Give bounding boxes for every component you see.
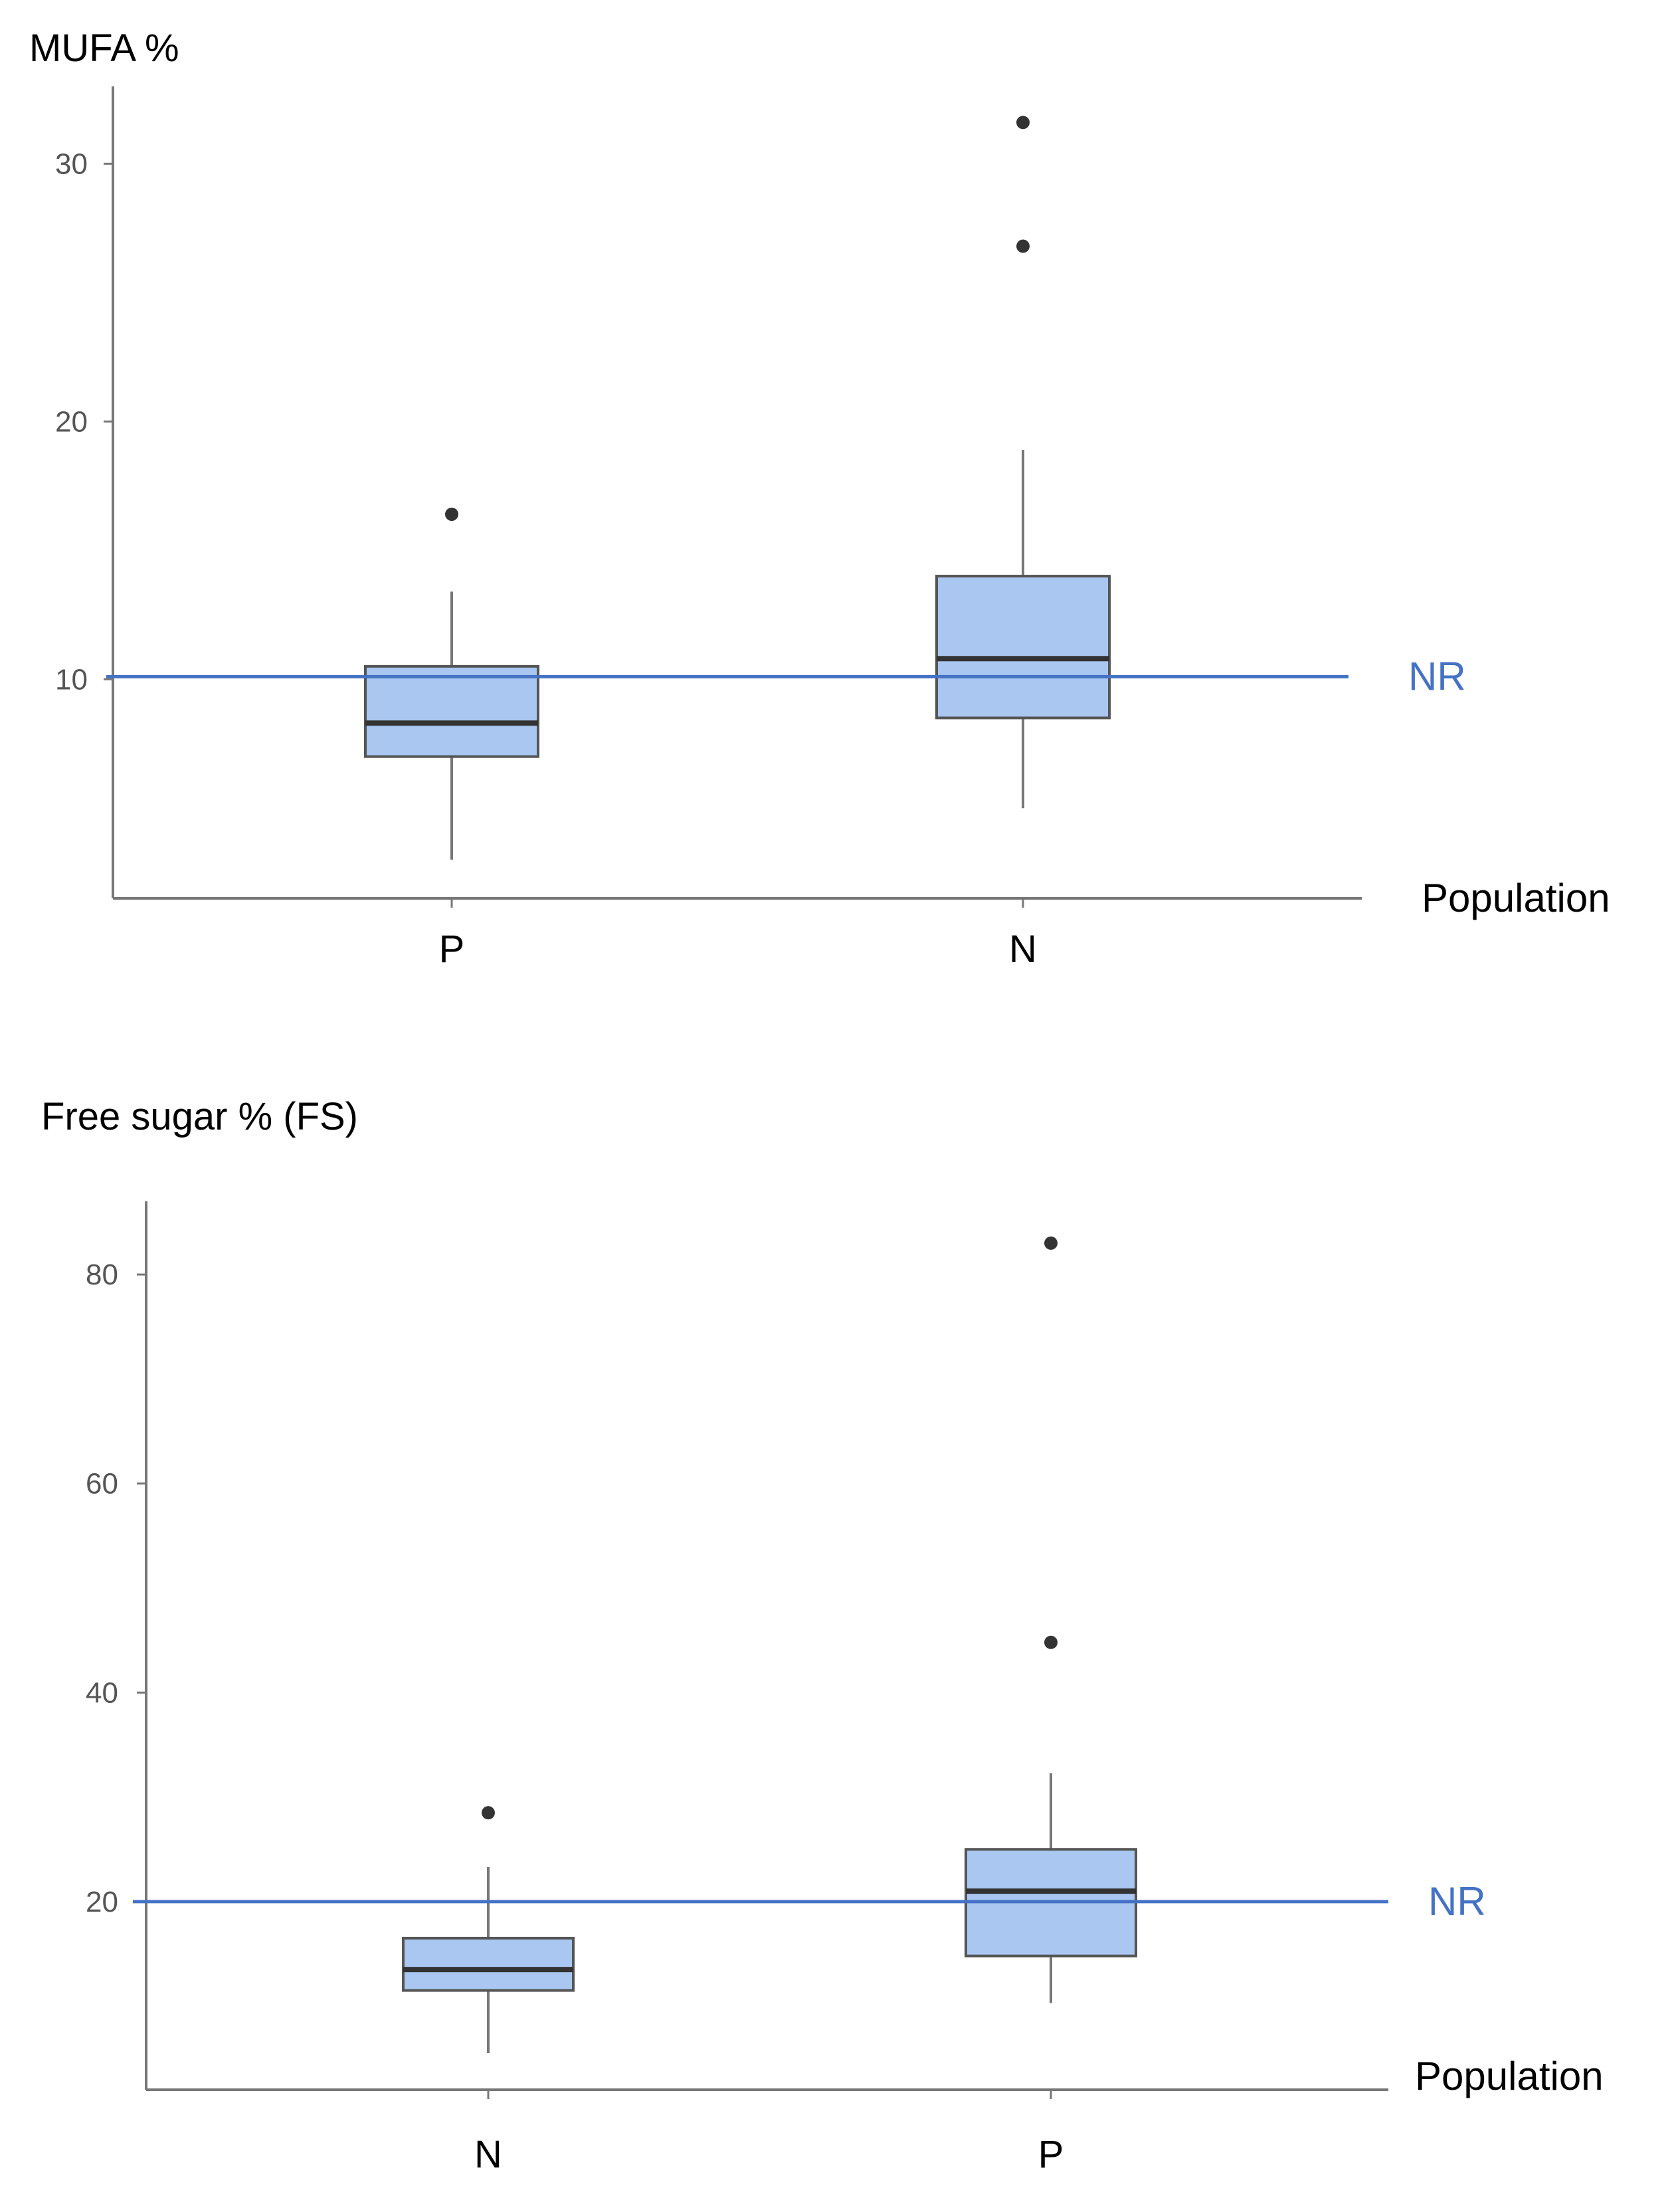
y-tick-label: 10	[55, 663, 88, 696]
reference-line-label: NR	[1428, 1879, 1486, 1924]
y-tick-label: 20	[86, 1886, 118, 1918]
y-tick-label: 20	[55, 405, 88, 438]
x-tick-label: P	[439, 928, 465, 971]
outlier-point	[482, 1806, 495, 1820]
y-tick-label: 40	[86, 1676, 118, 1709]
chart-free-sugar: Free sugar % (FS) 20 40 60 80 N P NR Population	[41, 1095, 1604, 2176]
outlier-point	[1044, 1635, 1058, 1649]
reference-line-label: NR	[1408, 654, 1466, 698]
outlier-point	[1016, 239, 1030, 253]
outlier-point	[445, 507, 458, 521]
outlier-point	[1016, 116, 1030, 130]
outlier-point	[1044, 1236, 1058, 1250]
box-iqr	[402, 1936, 575, 1992]
y-tick-label: 80	[86, 1258, 118, 1291]
y-tick-label: 60	[86, 1468, 118, 1500]
chart-title: MUFA %	[29, 27, 179, 70]
x-axis-label: Population	[1422, 876, 1610, 920]
box-iqr	[935, 575, 1111, 720]
x-axis-label: Population	[1415, 2054, 1604, 2098]
x-tick-label: P	[1038, 2133, 1064, 2176]
x-tick-label: N	[474, 2133, 502, 2176]
y-tick-label: 30	[55, 148, 88, 180]
chart-mufa: MUFA % 10 20 30 P N NR Population	[29, 27, 1610, 971]
x-tick-label: N	[1009, 928, 1037, 971]
chart-title: Free sugar % (FS)	[41, 1095, 358, 1138]
box-iqr	[364, 664, 539, 758]
